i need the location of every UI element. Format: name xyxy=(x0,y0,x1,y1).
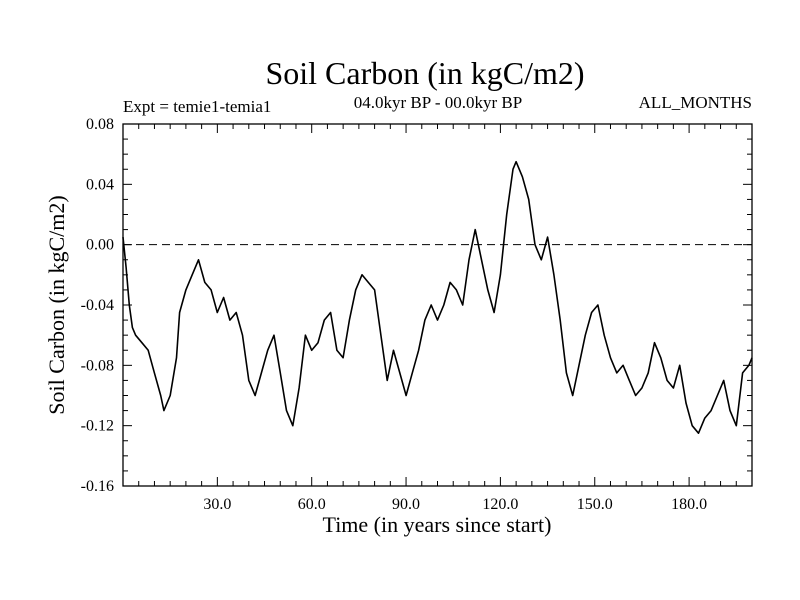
x-tick-label: 150.0 xyxy=(577,496,613,513)
x-tick-labels: 30.0 60.0 90.0 120.0 150.0 180.0 xyxy=(203,496,707,513)
x-tick-label: 120.0 xyxy=(482,496,518,513)
axis-ticks xyxy=(123,124,752,486)
series-line xyxy=(122,160,753,434)
x-tick-label: 60.0 xyxy=(298,496,326,513)
experiment-label: Expt = temie1-temia1 xyxy=(123,97,271,116)
y-tick-label: 0.04 xyxy=(86,176,114,193)
y-tick-label: -0.04 xyxy=(81,297,114,314)
plot-frame xyxy=(122,123,753,487)
y-axis-label: Soil Carbon (in kgC/m2) xyxy=(44,195,69,414)
y-tick-labels: 0.08 0.04 0.00 -0.04 -0.08 -0.12 -0.16 xyxy=(81,116,114,495)
y-tick-label: -0.08 xyxy=(81,357,114,374)
x-tick-label: 90.0 xyxy=(392,496,420,513)
x-axis-label: Time (in years since start) xyxy=(323,512,552,537)
months-label: ALL_MONTHS xyxy=(639,93,752,112)
period-label: 04.0kyr BP - 00.0kyr BP xyxy=(354,93,522,112)
x-tick-label: 30.0 xyxy=(203,496,231,513)
y-tick-label: 0.08 xyxy=(86,116,114,133)
y-tick-label: -0.16 xyxy=(81,478,114,495)
y-tick-label: -0.12 xyxy=(81,418,114,435)
x-tick-label: 180.0 xyxy=(671,496,707,513)
chart-title: Soil Carbon (in kgC/m2) xyxy=(265,55,584,91)
y-tick-label: 0.00 xyxy=(86,237,114,254)
